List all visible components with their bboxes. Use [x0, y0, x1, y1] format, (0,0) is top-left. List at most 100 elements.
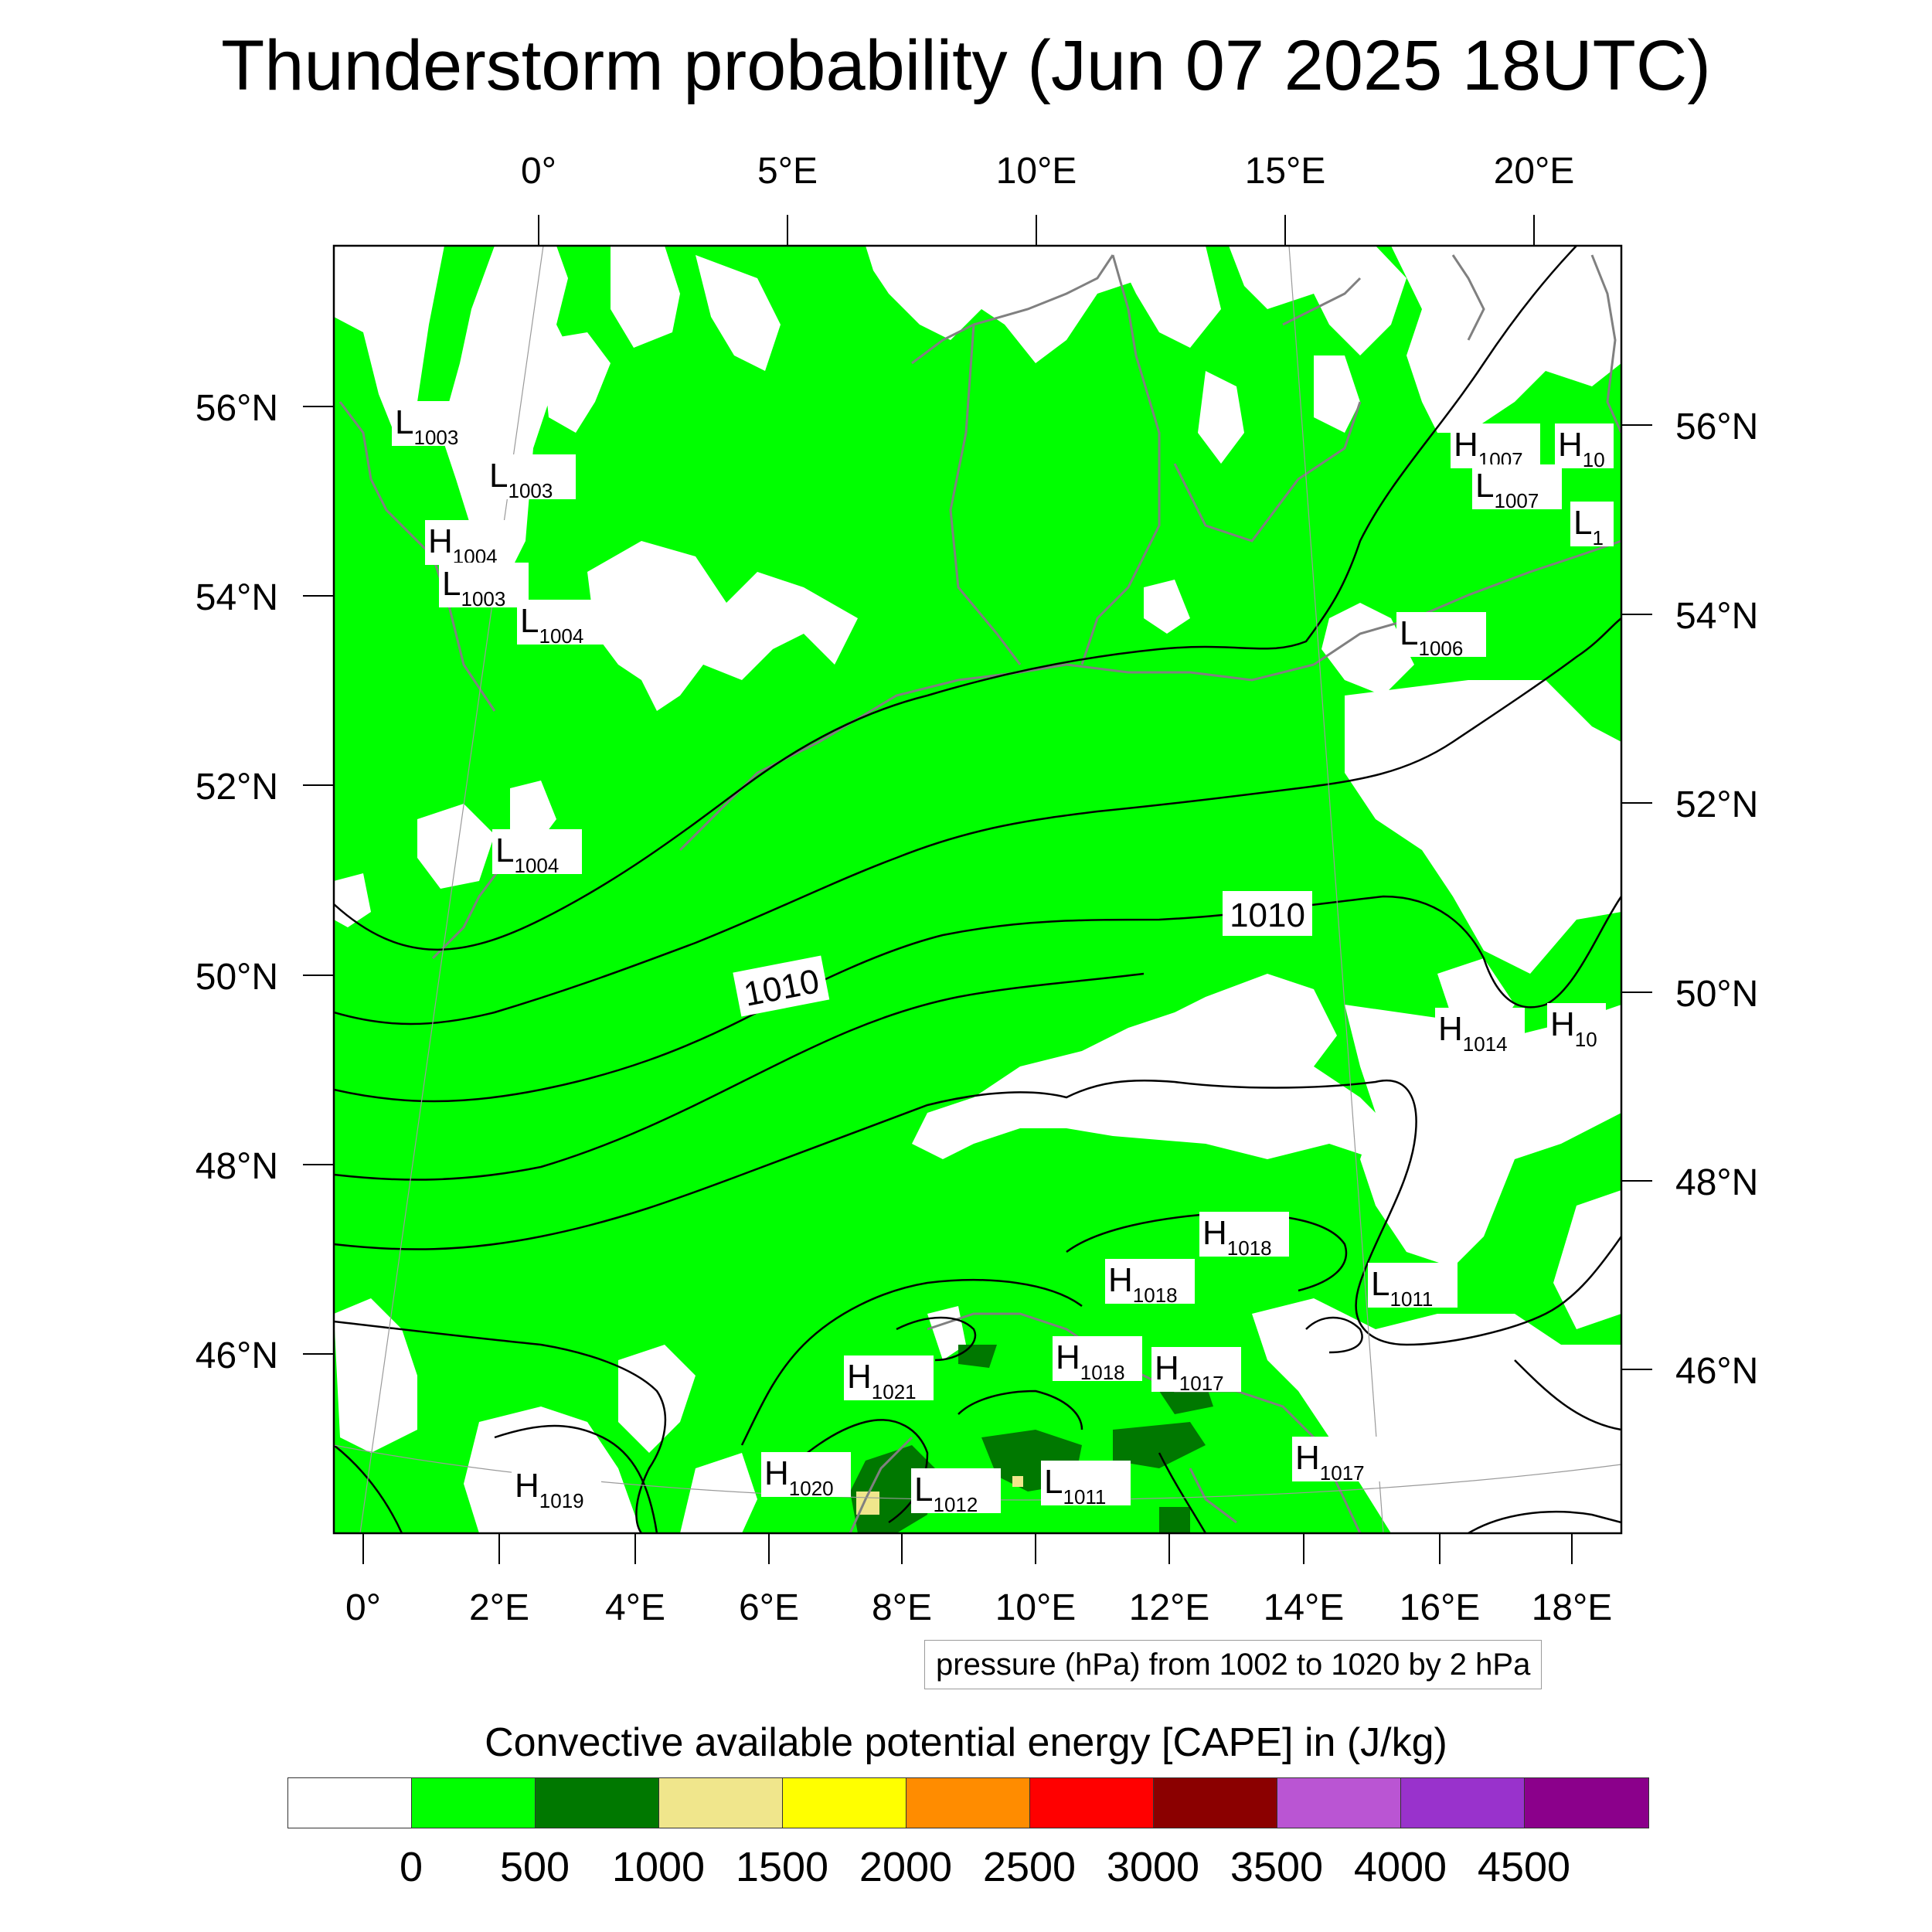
pressure-type: L: [395, 403, 413, 441]
pressure-label-text: H1014: [1438, 1010, 1508, 1056]
pressure-label-box: [1547, 1003, 1606, 1048]
pressure-label-box: [1451, 423, 1540, 468]
pressure-label-box: [1368, 1263, 1458, 1308]
colorbar-label: 4500: [1477, 1844, 1571, 1890]
pressure-label-box: [486, 454, 576, 499]
colorbar-label: 0: [399, 1844, 423, 1890]
low-pressure-label: L1004: [492, 829, 582, 877]
colorbar-swatch: [1401, 1778, 1525, 1828]
tick-label: 56°N: [196, 388, 278, 429]
map-frame: [332, 244, 1623, 1535]
tick-label: 48°N: [196, 1146, 278, 1187]
tick-label: 50°N: [196, 957, 278, 998]
pressure-label-text: H1018: [1202, 1214, 1272, 1260]
pressure-type: H: [1108, 1261, 1133, 1299]
bottom-lon-labels: 0° 2°E 4°E 6°E 8°E 10°E 12°E 14°E 16°E 1…: [345, 1587, 1612, 1628]
tick-label: 18°E: [1532, 1587, 1613, 1628]
pressure-label-text: L1003: [442, 565, 505, 611]
coastlines: [338, 254, 1621, 1533]
pressure-label-box: [1041, 1461, 1131, 1505]
pressure-value: 1018: [1227, 1236, 1272, 1260]
pressure-type: L: [1573, 504, 1592, 542]
tick-label: 48°N: [1675, 1162, 1758, 1203]
high-pressure-label: H1007: [1451, 423, 1540, 471]
pressure-label-box: [425, 520, 515, 565]
colorbar-swatch: [288, 1778, 412, 1828]
colorbar-label: 3500: [1230, 1844, 1324, 1890]
left-lat-labels: 56°N 54°N 52°N 50°N 48°N 46°N: [196, 388, 278, 1376]
low-pressure-label: L1004: [517, 600, 607, 648]
tick-label: 54°N: [1675, 596, 1758, 637]
right-lat-axis: [1621, 424, 1652, 1370]
tick-label: 46°N: [1675, 1351, 1758, 1392]
pressure-value: 1020: [789, 1477, 834, 1500]
tick-label: 0°: [521, 151, 556, 192]
pressure-label-text: L1007: [1475, 467, 1539, 512]
isobar-label: 1010: [1230, 896, 1305, 934]
pressure-value: 1003: [508, 479, 553, 502]
pressure-type: H: [515, 1467, 539, 1505]
low-pressure-label: L1003: [439, 563, 529, 611]
pressure-value: 1017: [1179, 1372, 1224, 1395]
pressure-value: 1018: [1133, 1284, 1178, 1307]
left-lat-axis: [303, 406, 334, 1355]
tick-label: 50°N: [1675, 974, 1758, 1015]
low-pressure-label: L1003: [392, 401, 481, 449]
pressure-label-text: L1003: [395, 403, 458, 449]
colorbar-swatch: [536, 1778, 659, 1828]
pressure-type: H: [1454, 426, 1478, 464]
high-pressure-label: H1017: [1292, 1437, 1382, 1485]
pressure-label-text: H1018: [1056, 1338, 1125, 1384]
tick-label: 16°E: [1400, 1587, 1481, 1628]
pressure-value: 1011: [1063, 1485, 1106, 1509]
pressure-type: L: [1475, 467, 1494, 505]
isobar-label-box: [733, 955, 830, 1017]
pressure-label-box: [1472, 464, 1562, 509]
chart-title: Thunderstorm probability (Jun 07 2025 18…: [221, 26, 1711, 105]
low-pressure-label: L1: [1570, 502, 1614, 549]
colorbar-title: Convective available potential energy [C…: [485, 1720, 1447, 1765]
tick-label: 12°E: [1129, 1587, 1210, 1628]
pressure-type: L: [914, 1471, 933, 1509]
pressure-value: 1: [1592, 526, 1603, 549]
pressure-label-text: L1003: [489, 457, 553, 502]
pressure-label-box: [1570, 502, 1614, 546]
low-pressure-label: L1011: [1041, 1461, 1131, 1509]
pressure-label-text: H1017: [1155, 1349, 1224, 1395]
pressure-label-box: [1435, 1008, 1525, 1053]
pressure-label-text: H1019: [515, 1467, 584, 1512]
low-pressure-label: L1003: [486, 454, 576, 502]
pressure-type: L: [1400, 614, 1418, 652]
pressure-value: 1003: [413, 426, 458, 449]
pressure-type: H: [1558, 426, 1583, 464]
colorbar-label: 500: [499, 1844, 570, 1890]
colorbar-swatch: [906, 1778, 1030, 1828]
high-pressure-label: H1014: [1435, 1008, 1525, 1056]
tick-label: 52°N: [196, 767, 278, 808]
tick-label: 6°E: [739, 1587, 799, 1628]
pressure-type: H: [1438, 1010, 1463, 1048]
pressure-type: L: [442, 565, 461, 603]
pressure-value: 10: [1575, 1028, 1597, 1051]
pressure-label-text: L1011: [1371, 1265, 1433, 1311]
isobar-label-box: [1223, 891, 1312, 936]
colorbar-label: 2000: [859, 1844, 953, 1890]
high-pressure-label: H10: [1555, 423, 1614, 471]
high-pressure-label: H1021: [844, 1355, 934, 1403]
pressure-type: H: [1056, 1338, 1080, 1376]
pressure-value: 1014: [1463, 1032, 1508, 1056]
colorbar-swatch: [1154, 1778, 1277, 1828]
pressure-value: 1018: [1080, 1361, 1125, 1384]
tick-label: 10°E: [996, 151, 1077, 192]
pressure-value: 1003: [461, 587, 505, 611]
pressure-label-box: [911, 1468, 1001, 1513]
pressure-value: 1006: [1418, 637, 1463, 660]
colorbar-label: 1500: [735, 1844, 829, 1890]
high-pressure-label: H10: [1547, 1003, 1606, 1051]
pressure-label-box: [512, 1464, 601, 1509]
colorbar-swatch: [412, 1778, 536, 1828]
colorbar-swatch: [1030, 1778, 1154, 1828]
pressure-type: L: [489, 457, 508, 495]
colorbar-swatch: [1277, 1778, 1401, 1828]
